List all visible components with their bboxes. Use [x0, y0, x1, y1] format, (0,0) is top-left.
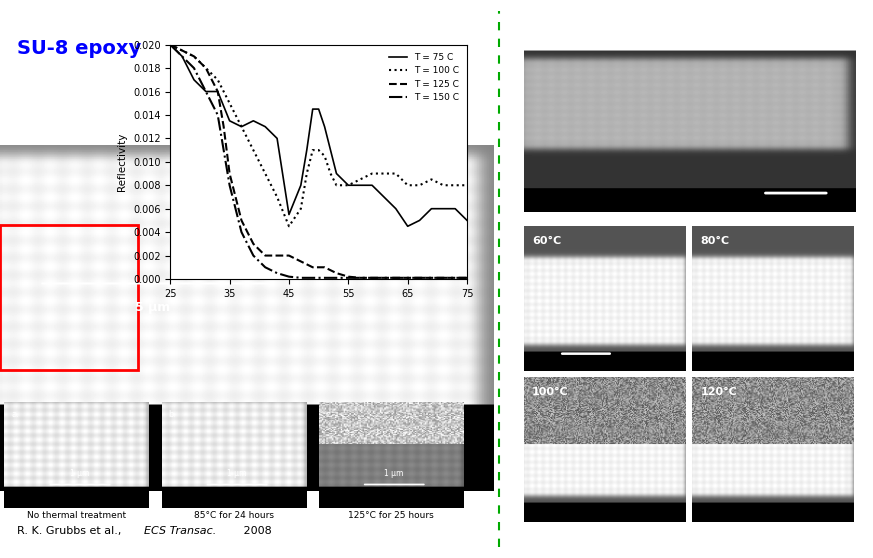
Text: 85°C for 24 hours: 85°C for 24 hours — [194, 511, 273, 519]
Text: ECS Transac.: ECS Transac. — [144, 526, 217, 536]
Text: a.: a. — [11, 410, 19, 419]
Y-axis label: Reflectivity: Reflectivity — [117, 133, 127, 191]
Text: 120°C: 120°C — [700, 387, 737, 397]
Text: 125°C for 25 hours: 125°C for 25 hours — [347, 511, 434, 519]
Text: R. K. Grubbs et al.,: R. K. Grubbs et al., — [17, 526, 126, 536]
Text: 1 μm: 1 μm — [384, 469, 403, 478]
Text: No thermal treatment: No thermal treatment — [27, 511, 126, 519]
Legend: T = 75 C, T = 100 C, T = 125 C, T = 150 C: T = 75 C, T = 100 C, T = 125 C, T = 150 … — [385, 49, 463, 106]
Text: θ: θ — [254, 487, 261, 501]
Text: 5 μm: 5 μm — [135, 301, 170, 314]
Bar — [0, 225, 138, 370]
Text: 2008: 2008 — [240, 526, 272, 536]
Text: SU-8 epoxy: SU-8 epoxy — [17, 39, 141, 58]
Text: 80°C: 80°C — [700, 236, 730, 246]
Text: Original template: Original template — [533, 36, 656, 49]
Text: 100°C: 100°C — [532, 387, 568, 397]
Text: 1 μm: 1 μm — [227, 469, 246, 478]
Text: 60°C: 60°C — [532, 236, 561, 246]
Text: 1 μm: 1 μm — [70, 469, 89, 478]
Text: c.: c. — [326, 410, 333, 419]
Text: b.: b. — [168, 410, 176, 419]
